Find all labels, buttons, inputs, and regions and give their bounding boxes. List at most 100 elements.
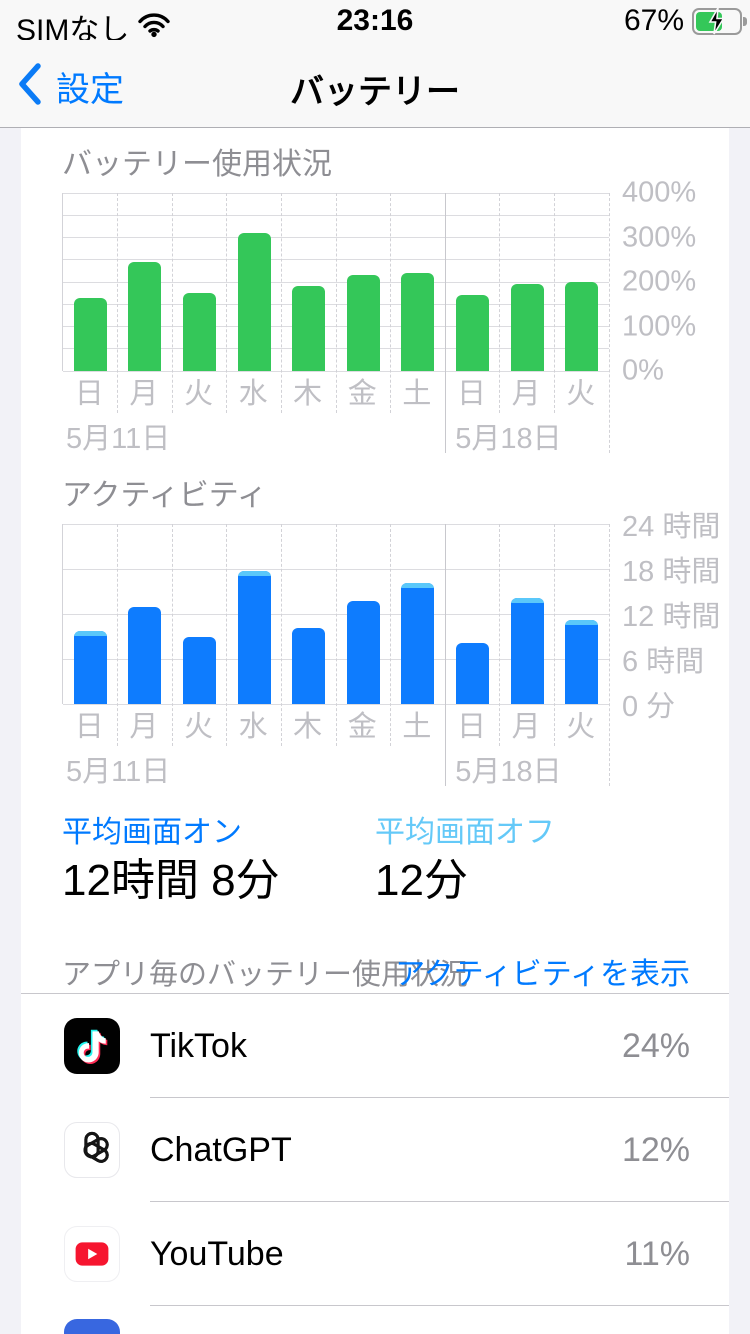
clock: 23:16 [336,4,414,37]
y-axis-label: 100% [622,310,697,342]
y-axis-label: 300% [622,221,697,253]
day-separator [390,524,392,746]
chart-title: アクティビティ [62,479,267,512]
plot-area[interactable] [62,192,610,453]
screen-off-cap [510,598,544,604]
plot-right-edge [608,524,610,786]
bar[interactable] [346,600,380,704]
show-activity-link[interactable]: アクティビティを表示 [395,958,690,991]
battery-usage-chart: バッテリー使用状況 0% 100% 200% 300% 400% 日月火水木金土日月火 … [21,148,729,455]
bar[interactable] [292,627,326,704]
week-separator [444,524,446,786]
y-axis-label: 18 時間 [622,556,721,588]
day-label: 月 [511,378,541,410]
week-date-label: 5月18日 [455,756,562,788]
day-label: 火 [183,711,213,743]
blue-app-icon-partial [64,1319,120,1334]
bar[interactable] [565,282,599,371]
chart-title: バッテリー使用状況 [62,148,332,181]
tiktok-app-icon [64,1018,120,1074]
screen-off-cap [401,582,435,588]
day-separator [171,193,173,413]
wifi-icon [137,11,171,43]
avg-screen-on-label: 平均画面オン [62,816,242,849]
y-axis-label: 6 時間 [622,646,705,678]
nav-bar: バッテリー 設定 [0,40,750,128]
app-name: YouTube [150,1235,284,1273]
date-labels: 5月11日 5月18日 [62,413,608,455]
week-date-label: 5月11日 [66,756,171,788]
app-battery-percent: 12% [621,1131,690,1169]
bar[interactable] [510,284,544,371]
y-axis-label: 24 時間 [622,511,721,543]
avg-screen-off-label: 平均画面オフ [375,816,555,849]
day-label: 金 [347,711,377,743]
day-label: 月 [129,378,159,410]
day-label: 水 [238,378,268,410]
bar[interactable] [237,570,271,704]
bar[interactable] [292,286,326,371]
section-title: アプリ毎のバッテリー使用状況 [62,959,469,991]
list-item-tiktok[interactable]: TikTok 24% [21,994,729,1098]
bar[interactable] [128,261,162,371]
screen-off-cap [237,570,271,576]
plot-area[interactable] [62,523,610,786]
content-card: バッテリー使用状況 0% 100% 200% 300% 400% 日月火水木金土日月火 … [21,128,729,1334]
date-labels: 5月11日 5月18日 [62,746,608,788]
y-axis-label: 0 分 [622,691,676,723]
day-separator [553,524,555,746]
list-item-chatgpt[interactable]: ChatGPT 12% [21,1098,729,1202]
day-separator [390,193,392,413]
screen-off-cap [73,631,107,637]
day-separator [499,193,501,413]
day-labels: 日月火水木金土日月火 [62,371,608,413]
day-label: 日 [74,378,104,410]
day-label: 水 [238,711,268,743]
bar[interactable] [73,631,107,704]
bar[interactable] [73,297,107,371]
battery-charging-icon [692,7,747,35]
plot-right-edge [608,193,610,453]
day-separator [280,193,282,413]
day-separator [226,524,228,746]
app-usage-list: TikTok 24% [21,993,729,1334]
screen-time-averages: 平均画面オン 12時間 8分 平均画面オフ 12分 [62,816,692,906]
day-label: 日 [456,711,486,743]
day-label: 日 [456,378,486,410]
app-name: ChatGPT [150,1131,292,1169]
day-separator [499,524,501,746]
chatgpt-app-icon [64,1122,120,1178]
charging-bolt-icon [707,7,727,40]
bar[interactable] [183,636,216,704]
bar[interactable] [401,582,435,704]
week-date-label: 5月18日 [455,423,562,455]
back-button[interactable]: 設定 [18,62,124,111]
day-label: 木 [293,378,323,410]
bar[interactable] [565,620,599,704]
bar[interactable] [183,293,216,371]
avg-screen-on-value: 12時間 8分 [62,856,280,905]
bar[interactable] [510,598,544,704]
bar[interactable] [346,275,380,371]
week-separator [444,193,446,453]
app-name: TikTok [150,1027,247,1065]
bar[interactable] [456,643,489,704]
bar[interactable] [237,233,271,371]
bar[interactable] [128,607,162,704]
day-label: 土 [402,378,432,410]
app-battery-percent: 11% [624,1235,690,1273]
battery-percent-label: 67% [623,4,684,37]
bar[interactable] [456,295,489,371]
bar[interactable] [401,273,435,371]
day-label: 火 [183,378,213,410]
y-axis-label: 12 時間 [622,601,721,633]
app-battery-percent: 24% [621,1027,690,1065]
list-item-youtube[interactable]: YouTube 11% [21,1202,729,1306]
day-separator [335,193,337,413]
day-separator [280,524,282,746]
list-item-partial[interactable] [21,1306,729,1334]
week-date-label: 5月11日 [66,423,171,455]
day-label: 金 [347,378,377,410]
